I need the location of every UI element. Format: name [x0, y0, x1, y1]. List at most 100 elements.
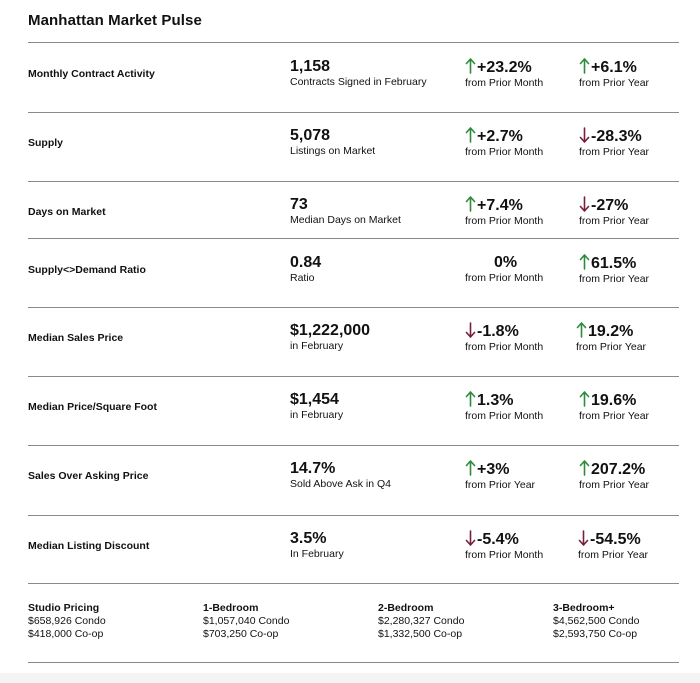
footer-coop-price: $1,332,500 Co-op — [378, 628, 463, 640]
change-value: 19.6% — [591, 392, 637, 409]
footer-col-studio: Studio Pricing $658,926 Condo $418,000 C… — [28, 602, 106, 641]
change-period: from Prior Month — [465, 272, 544, 284]
change-value: +3% — [477, 461, 510, 478]
change-value: +2.7% — [477, 128, 523, 145]
metric-value: 0.84 — [290, 254, 322, 271]
change-month: +2.7% from Prior Month — [465, 127, 543, 159]
change-value-row: 19.2% — [576, 322, 646, 341]
divider — [28, 42, 679, 43]
change-period: from Prior Month — [465, 410, 544, 422]
change-value-row: -28.3% — [579, 127, 649, 146]
arrow-down-icon — [578, 530, 589, 546]
change-period: from Prior Year — [579, 77, 650, 89]
change-value: -1.8% — [477, 323, 519, 340]
footer-condo-price: $2,280,327 Condo — [378, 615, 465, 627]
divider — [28, 307, 679, 308]
arrow-up-icon — [579, 391, 590, 407]
footer-coop-price: $2,593,750 Co-op — [553, 628, 638, 640]
change-year: 19.6% from Prior Year — [579, 391, 649, 423]
metric-value: 73 — [290, 196, 308, 213]
metric-value-block: 73 Median Days on Market — [290, 196, 401, 227]
change-value: 61.5% — [591, 255, 637, 272]
change-period: from Prior Year — [579, 273, 650, 285]
metric-value-block: 5,078 Listings on Market — [290, 127, 375, 158]
footer-condo-price: $1,057,040 Condo — [203, 615, 290, 627]
change-year: 61.5% from Prior Year — [579, 254, 649, 286]
metric-description: Median Days on Market — [290, 214, 401, 226]
footer-band — [0, 673, 700, 683]
metric-description: Sold Above Ask in Q4 — [290, 478, 391, 490]
divider — [28, 181, 679, 182]
footer-col-1br: 1-Bedroom $1,057,040 Condo $703,250 Co-o… — [203, 602, 289, 641]
change-month: 1.3% from Prior Month — [465, 391, 543, 423]
change-month: +3% from Prior Year — [465, 460, 535, 492]
metric-label: Sales Over Asking Price — [28, 470, 149, 482]
change-value: -54.5% — [590, 531, 641, 548]
footer-condo-price: $658,926 Condo — [28, 615, 106, 627]
change-period: from Prior Month — [465, 549, 544, 561]
page-title: Manhattan Market Pulse — [28, 12, 202, 29]
divider — [28, 112, 679, 113]
metric-description: Contracts Signed in February — [290, 76, 427, 88]
change-year: 207.2% from Prior Year — [579, 460, 649, 492]
metric-value: $1,454 — [290, 391, 339, 408]
change-month: +23.2% from Prior Month — [465, 58, 543, 90]
footer-heading: 3-Bedroom+ — [553, 602, 615, 614]
change-value: 19.2% — [588, 323, 634, 340]
metric-value-block: $1,222,000 in February — [290, 322, 370, 353]
metric-label: Monthly Contract Activity — [28, 68, 155, 80]
footer-heading: Studio Pricing — [28, 602, 100, 614]
metric-label: Days on Market — [28, 206, 106, 218]
metric-description: In February — [290, 548, 344, 560]
arrow-up-icon — [576, 322, 587, 338]
arrow-down-icon — [579, 196, 590, 212]
change-value-row: +7.4% — [465, 196, 543, 215]
change-period: from Prior Year — [465, 479, 536, 491]
metric-value-block: 1,158 Contracts Signed in February — [290, 58, 427, 89]
metric-value: 5,078 — [290, 127, 331, 144]
change-value-row: 1.3% — [465, 391, 543, 410]
footer-coop-price: $703,250 Co-op — [203, 628, 279, 640]
change-month: +7.4% from Prior Month — [465, 196, 543, 228]
change-value-row: -54.5% — [578, 530, 648, 549]
metric-value: $1,222,000 — [290, 322, 371, 339]
change-period: from Prior Month — [465, 215, 544, 227]
footer-col-2br: 2-Bedroom $2,280,327 Condo $1,332,500 Co… — [378, 602, 464, 641]
change-period: from Prior Year — [579, 410, 650, 422]
change-period: from Prior Year — [576, 341, 647, 353]
change-month: -5.4% from Prior Month — [465, 530, 543, 562]
divider — [28, 376, 679, 377]
footer-heading: 2-Bedroom — [378, 602, 434, 614]
change-value: -28.3% — [591, 128, 642, 145]
metric-description: in February — [290, 340, 344, 352]
divider — [28, 238, 679, 239]
divider — [28, 583, 679, 584]
change-year: +6.1% from Prior Year — [579, 58, 649, 90]
metric-label: Supply — [28, 137, 64, 149]
change-period: from Prior Month — [465, 146, 544, 158]
change-value: -27% — [591, 197, 629, 214]
arrow-up-icon — [465, 460, 476, 476]
footer-condo-price: $4,562,500 Condo — [553, 615, 640, 627]
metric-description: Listings on Market — [290, 145, 376, 157]
change-value: +23.2% — [477, 59, 532, 76]
change-value-row: -27% — [579, 196, 649, 215]
change-value-row: +3% — [465, 460, 535, 479]
change-value: +6.1% — [591, 59, 637, 76]
metric-value-block: 3.5% In February — [290, 530, 344, 561]
metric-value: 14.7% — [290, 460, 336, 477]
metric-label: Median Listing Discount — [28, 540, 150, 552]
change-value: -5.4% — [477, 531, 519, 548]
change-value-row: 61.5% — [579, 254, 649, 273]
divider — [28, 515, 679, 516]
change-value: +7.4% — [477, 197, 523, 214]
metric-value-block: 0.84 Ratio — [290, 254, 321, 285]
change-value-row: +2.7% — [465, 127, 543, 146]
arrow-up-icon — [465, 196, 476, 212]
change-value-row: -5.4% — [465, 530, 543, 549]
metric-value-block: $1,454 in February — [290, 391, 343, 422]
metric-description: in February — [290, 409, 344, 421]
change-value-row: -1.8% — [465, 322, 543, 341]
metric-label: Median Sales Price — [28, 332, 124, 344]
change-value-row: 19.6% — [579, 391, 649, 410]
